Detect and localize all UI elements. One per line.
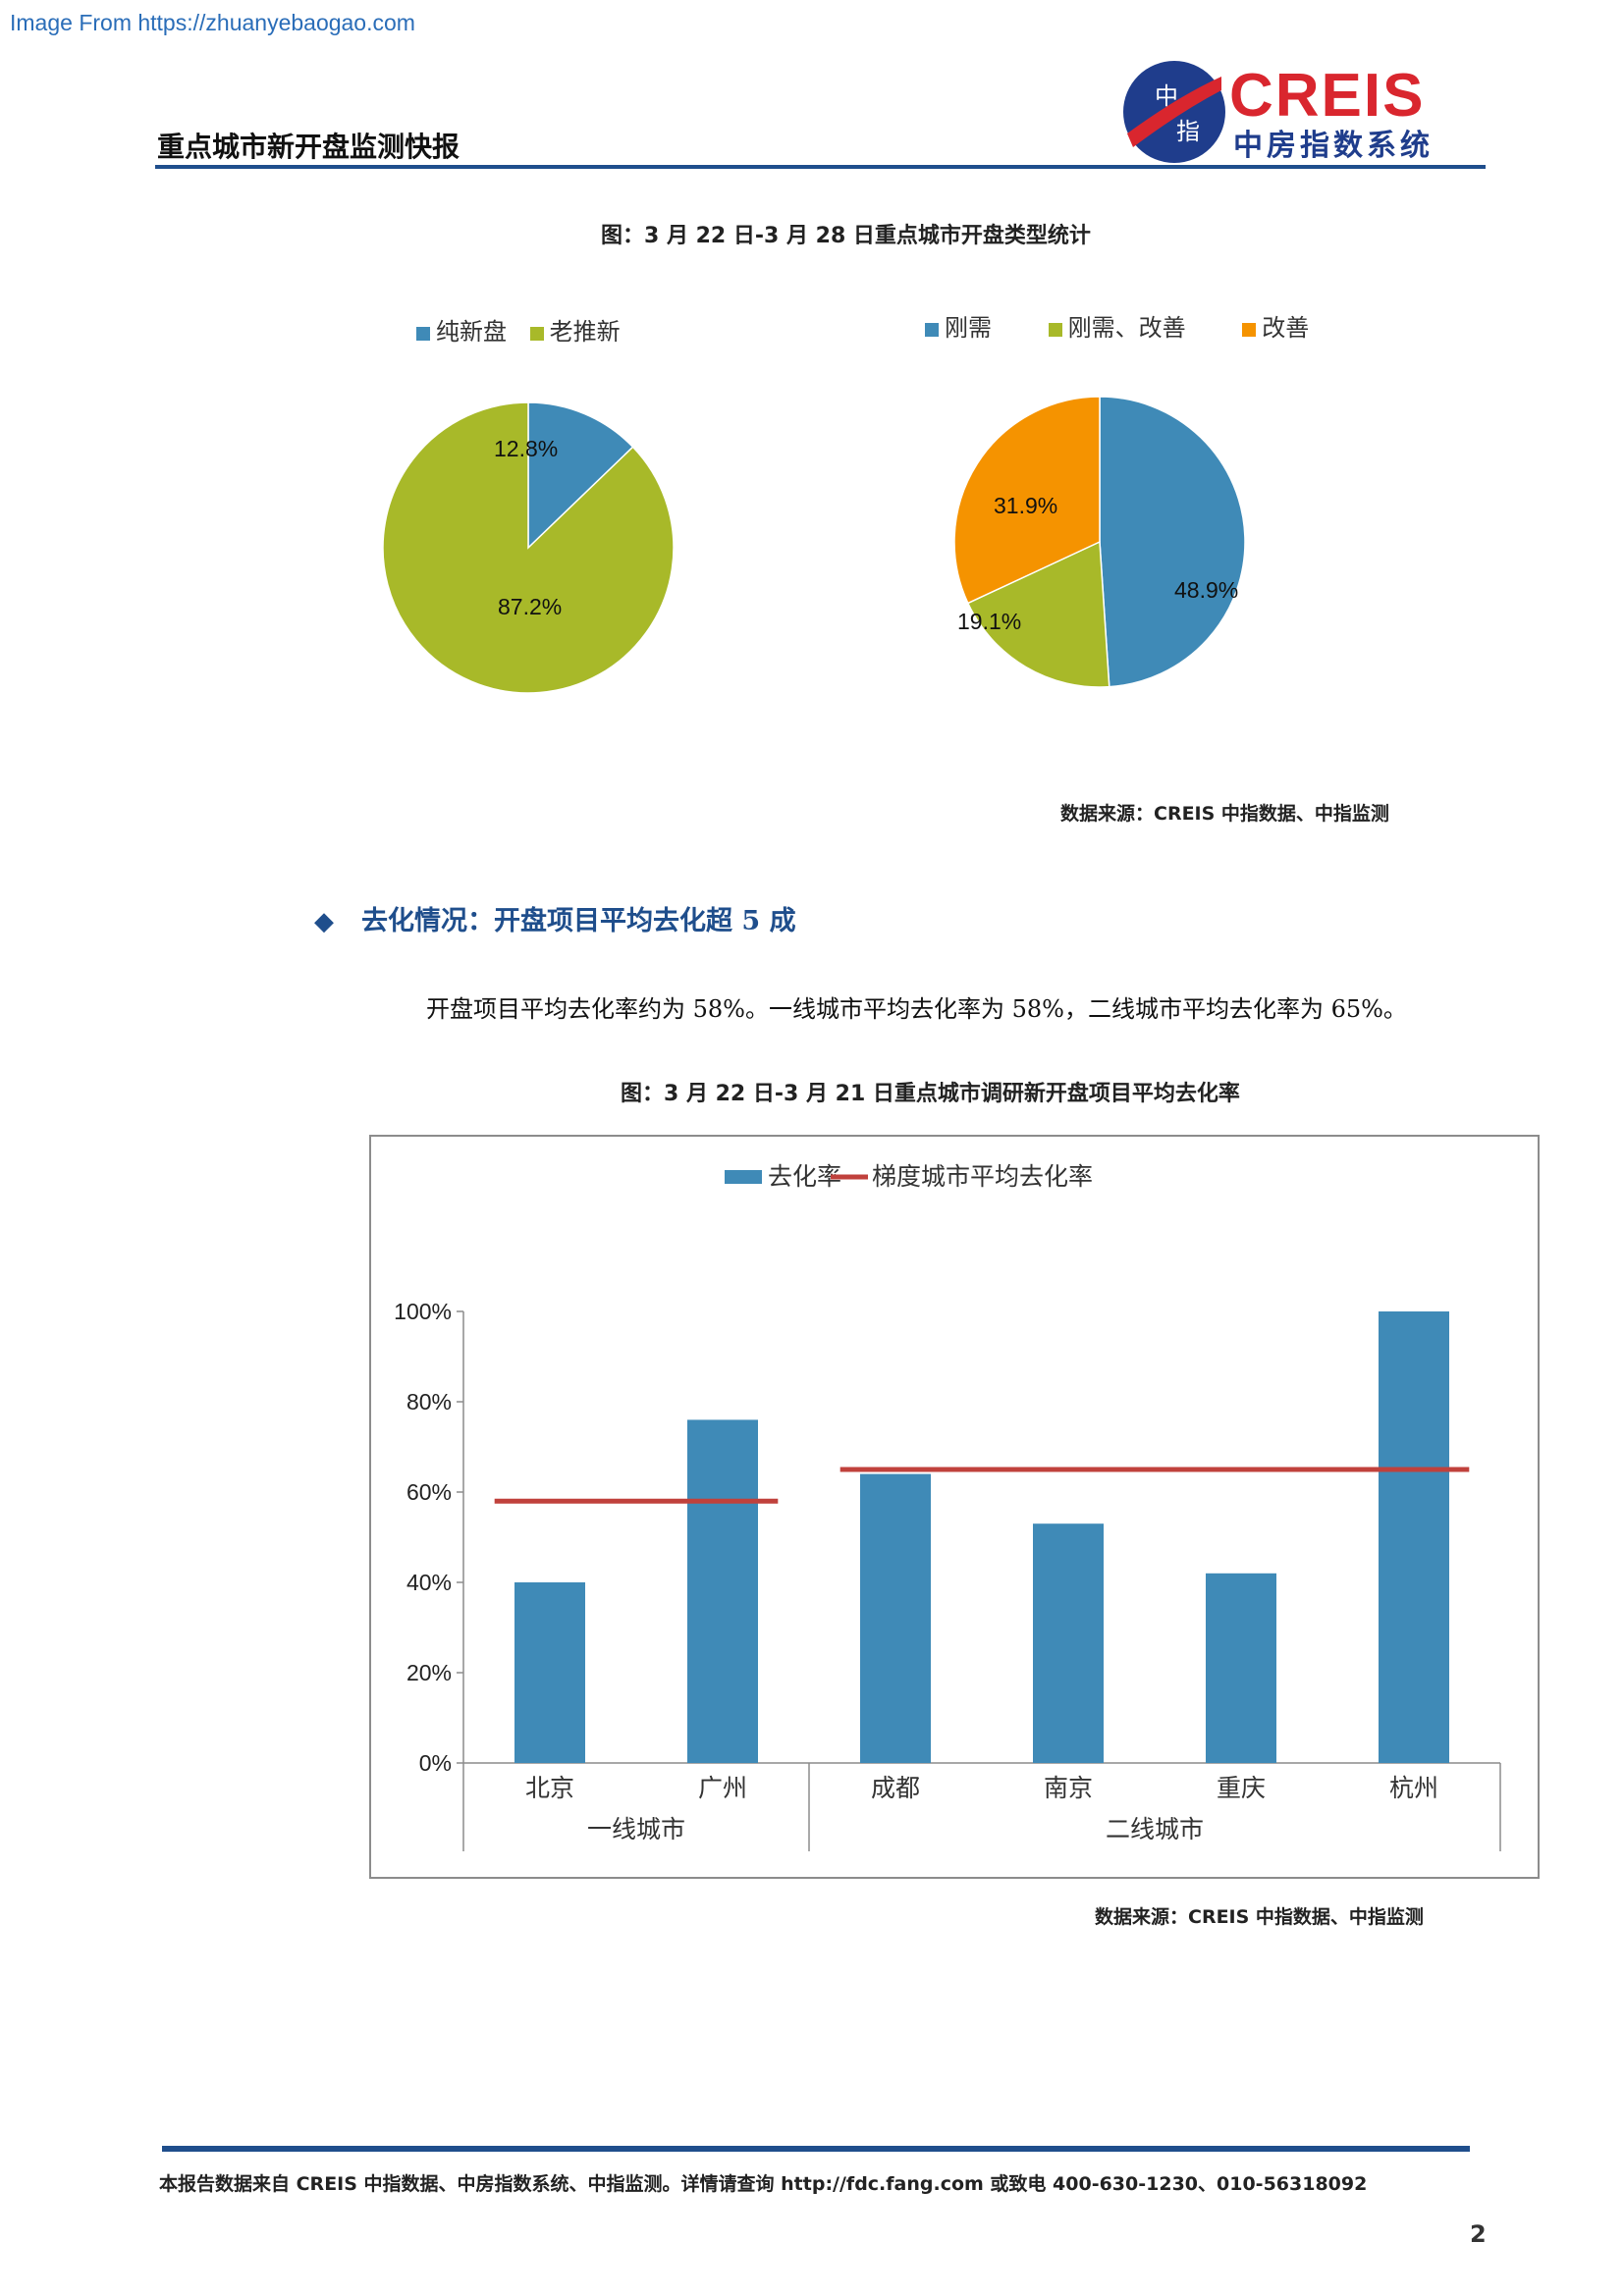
logo-subtext: 中房指数系统 [1233, 129, 1434, 163]
bar-chart-sell-through: 去化率 梯度城市平均去化率 0% 20% 40% 60% 80% 100% 北京 广州 成都 南京 重庆… [394, 1162, 1501, 1851]
pie2-slice-2 [953, 396, 1101, 605]
x-tick-label: 广州 [698, 1774, 747, 1802]
figure1-title: 图：3 月 22 日-3 月 28 日重点城市开盘类型统计 [601, 224, 1091, 248]
group-label: 一线城市 [587, 1815, 685, 1843]
pie1-legend: 纯新盘 老推新 [416, 312, 636, 347]
footer-rule [162, 2146, 1470, 2152]
bar-成都 [860, 1473, 931, 1763]
logo-swoosh [1127, 77, 1221, 147]
legend-swatch-bar [725, 1170, 762, 1184]
y-tick-label: 100% [394, 1299, 452, 1324]
logo-text: CREIS [1229, 62, 1425, 130]
pie2-label-0: 48.9% [1174, 577, 1239, 603]
section-heading: ◆ 去化情况：开盘项目平均去化超 5 成 [314, 906, 796, 936]
x-tick-label: 北京 [525, 1774, 574, 1802]
pie1-label-1: 87.2% [498, 594, 563, 619]
x-tick-label: 杭州 [1389, 1774, 1438, 1802]
pie2-legend: 刚需 刚需、改善 改善 [925, 308, 1325, 343]
pie2-slice-0 [1099, 396, 1246, 688]
pie1-legend-item-0: 纯新盘 [416, 318, 507, 346]
header-rule [155, 165, 1486, 169]
pie-chart-opening-type [382, 401, 675, 694]
pie2-label-2: 31.9% [994, 493, 1058, 518]
pie1-legend-item-1: 老推新 [529, 318, 621, 346]
bar-chart-legend: 去化率 梯度城市平均去化率 [725, 1162, 1093, 1191]
creis-logo: 中 指 CREIS 中房指数系统 [1123, 61, 1434, 163]
legend-label-bar: 去化率 [768, 1162, 841, 1191]
pie1-slice-1 [382, 401, 675, 694]
pie2-slice-1 [966, 540, 1110, 688]
pie2-legend-item-0: 刚需 [925, 314, 992, 342]
x-tick-label: 南京 [1044, 1774, 1093, 1802]
bar-chart-frame: 去化率 梯度城市平均去化率 0% 20% 40% 60% 80% 100% 北京 广州 成都 南京 重庆… [369, 1135, 1540, 1879]
figure2-source: 数据来源：CREIS 中指数据、中指监测 [1095, 1906, 1424, 1928]
pie2-label-1: 19.1% [957, 609, 1022, 634]
bar-南京 [1033, 1523, 1104, 1763]
figure1-source: 数据来源：CREIS 中指数据、中指监测 [1060, 803, 1389, 825]
bar-重庆 [1206, 1573, 1276, 1763]
footer-text: 本报告数据来自 CREIS 中指数据、中房指数系统、中指监测。详情请查询 htt… [159, 2173, 1368, 2195]
bar-广州 [687, 1419, 758, 1763]
pie1-slice-0 [527, 401, 634, 550]
pie2-legend-item-2: 改善 [1242, 314, 1309, 342]
legend-label-line: 梯度城市平均去化率 [872, 1162, 1093, 1191]
group-label: 二线城市 [1106, 1815, 1204, 1843]
figure2-title: 图：3 月 22 日-3 月 21 日重点城市调研新开盘项目平均去化率 [621, 1082, 1240, 1106]
watermark-link[interactable]: Image From https://zhuanyebaogao.com [10, 10, 415, 35]
y-tick-label: 0% [419, 1750, 452, 1776]
y-tick-label: 40% [406, 1570, 452, 1595]
page-number: 2 [1470, 2220, 1487, 2248]
bar-北京 [514, 1582, 585, 1763]
x-tick-label: 重庆 [1217, 1774, 1266, 1802]
pie2-legend-item-1: 刚需、改善 [1048, 314, 1186, 342]
y-tick-label: 20% [406, 1660, 452, 1685]
y-tick-label: 80% [406, 1389, 452, 1415]
y-tick-label: 60% [406, 1479, 452, 1505]
section-body-text: 开盘项目平均去化率约为 58%。一线城市平均去化率为 58%，二线城市平均去化率… [426, 995, 1407, 1023]
logo-badge-1: 中 [1155, 82, 1178, 110]
report-header-title: 重点城市新开盘监测快报 [157, 131, 460, 163]
diamond-bullet-icon: ◆ [314, 907, 334, 936]
pie-chart-buyer-type [953, 396, 1246, 688]
bar-杭州 [1379, 1311, 1449, 1763]
logo-badge-2: 指 [1176, 118, 1200, 145]
pie1-label-0: 12.8% [494, 436, 559, 461]
x-tick-label: 成都 [871, 1774, 920, 1802]
